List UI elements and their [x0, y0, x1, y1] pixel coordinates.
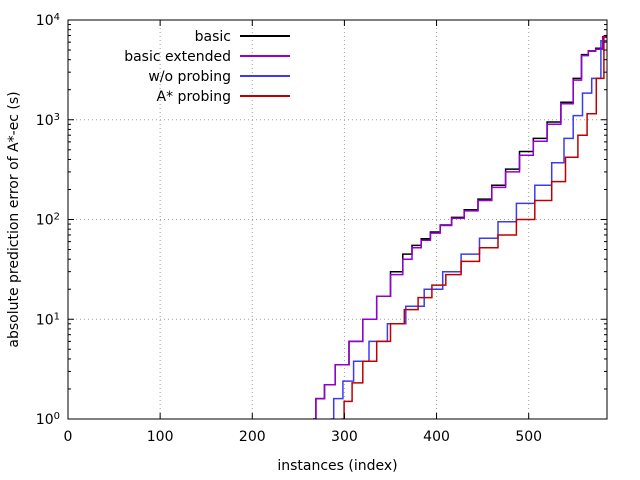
legend-label: basic extended: [124, 49, 231, 65]
y-tick-label: 101: [36, 311, 60, 329]
x-tick-label: 300: [331, 429, 358, 445]
series-line: [313, 36, 607, 419]
series-line: [341, 35, 607, 419]
x-axis-title: instances (index): [277, 458, 397, 474]
y-axis-title: absolute prediction error of A*-ec (s): [6, 91, 22, 347]
grid-lines: [68, 20, 607, 419]
y-tick-label: 103: [36, 111, 60, 129]
x-tick-label: 400: [423, 429, 450, 445]
x-tick-label: 100: [147, 429, 174, 445]
x-tick-label: 200: [239, 429, 266, 445]
legend-label: w/o probing: [148, 69, 231, 85]
series-lines: [313, 35, 607, 419]
y-tick-label: 100: [36, 411, 60, 429]
x-tick-label: 0: [64, 429, 73, 445]
y-tick-label: 104: [36, 12, 60, 30]
x-tick-label: 500: [515, 429, 542, 445]
series-line: [330, 39, 607, 419]
axis-ticks: [67, 19, 607, 420]
legend: basic basic extended w/o probing A* probing: [124, 29, 290, 105]
legend-label: A* probing: [157, 89, 231, 105]
legend-label: basic: [195, 29, 231, 45]
y-tick-label: 102: [36, 211, 60, 229]
